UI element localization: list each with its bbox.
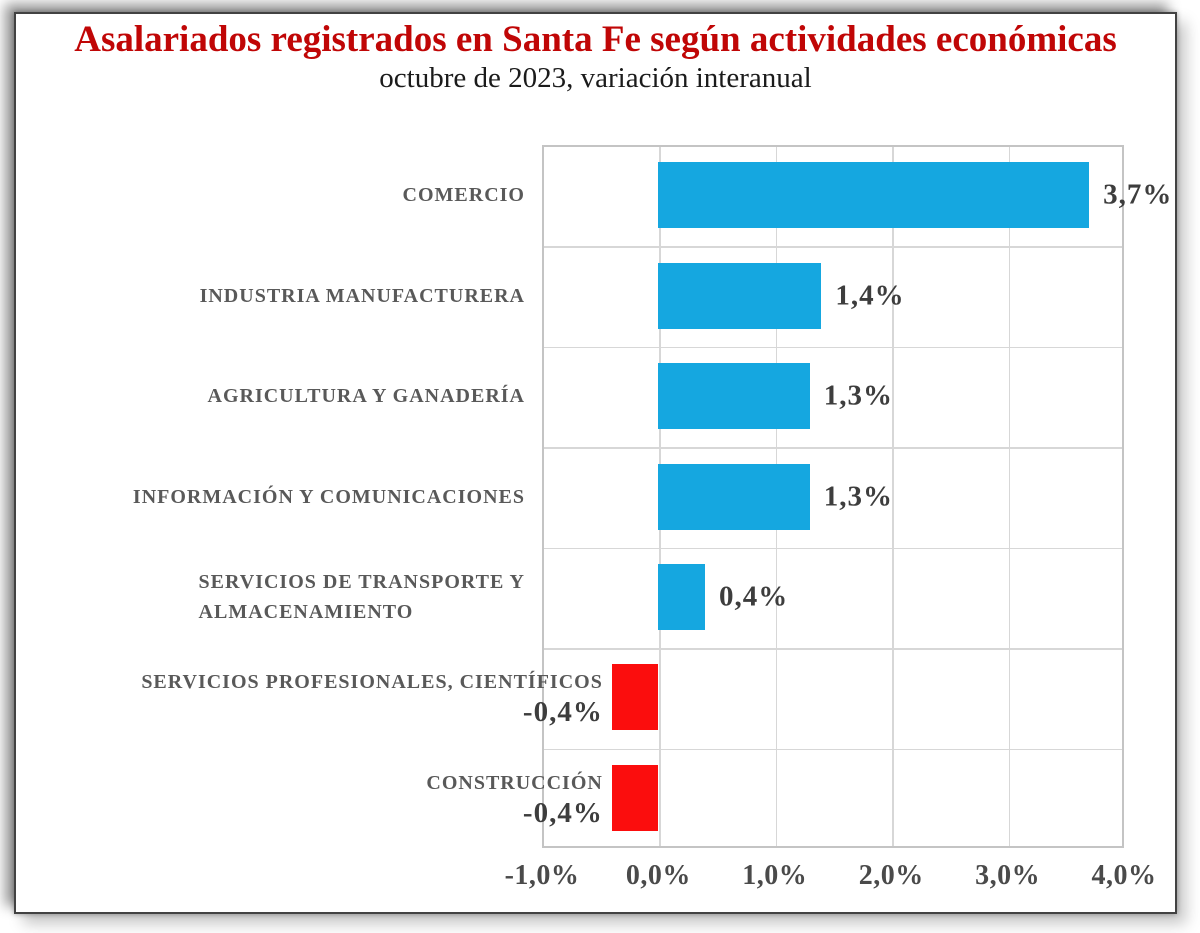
x-axis-tick-40: 4,0% [1091,860,1157,891]
value-label-informacion-y-comunicaciones: 1,3% [823,480,893,512]
category-label-line: COMERCIO [402,184,525,207]
bar-servicios-profesionales-cientificos [611,664,659,731]
category-label-text: INDUSTRIA MANUFACTURERA [200,281,525,311]
gridline-horizontal [544,748,1122,751]
bar-servicios-de-transporte-y-almacenamiento [658,563,705,630]
gridline-horizontal [544,246,1122,248]
category-label-line: INDUSTRIA MANUFACTURERA [199,284,525,307]
category-label-text: SERVICIOS DE TRANSPORTE Y ALMACENAMIENTO [199,567,525,627]
category-label-comercio: COMERCIO [403,180,525,210]
category-label-construccion: CONSTRUCCIÓN -0,4% [426,768,602,828]
value-label-industria-manufacturera: 1,4% [835,279,905,312]
bar-construccion [611,764,659,831]
gridline-vertical [892,147,894,846]
gridline-horizontal [544,346,1122,349]
value-label-servicios-de-transporte-y-almacenamiento: 0,4% [718,580,789,613]
x-axis-tick-20: 2,0% [858,860,924,891]
gridline-horizontal [544,447,1122,449]
bar-informacion-y-comunicaciones [658,463,810,530]
category-label-servicios-de-transporte-y-almacenamiento: SERVICIOS DE TRANSPORTE Y ALMACENAMIENTO [199,567,525,627]
category-label-text: SERVICIOS PROFESIONALES, CIENTÍFICOS [141,667,603,697]
value-label-servicios-profesionales-cientificos: -0,4% [522,696,603,729]
category-label-text: INFORMACIÓN Y COMUNICACIONES [133,482,525,512]
category-label-line: ALMACENAMIENTO [198,600,414,623]
category-label-line: CONSTRUCCIÓN [426,771,603,794]
value-label-agricultura-y-ganaderia: 1,3% [823,379,893,412]
category-label-text: CONSTRUCCIÓN [426,768,602,798]
category-label-industria-manufacturera: INDUSTRIA MANUFACTURERA [200,281,525,311]
bar-industria-manufacturera [658,262,822,329]
category-label-text: AGRICULTURA Y GANADERÍA [208,381,525,411]
category-label-line: AGRICULTURA Y GANADERÍA [207,385,525,408]
category-label-agricultura-y-ganaderia: AGRICULTURA Y GANADERÍA [208,381,525,411]
gridline-horizontal [544,648,1122,650]
x-axis-tick-10-neg: -1,0% [504,860,580,891]
plot-area [542,145,1124,848]
value-label-construccion: -0,4% [522,796,603,829]
x-axis-tick-30: 3,0% [975,860,1041,891]
category-label-line: SERVICIOS PROFESIONALES, CIENTÍFICOS [141,671,603,694]
category-label-line: INFORMACIÓN Y COMUNICACIONES [132,485,525,508]
chart-card: Asalariados registrados en Santa Fe segú… [14,12,1177,914]
gridline-vertical [1008,147,1011,846]
category-label-text: COMERCIO [403,180,525,210]
category-label-line: SERVICIOS DE TRANSPORTE Y [198,570,525,593]
chart-title: Asalariados registrados en Santa Fe segú… [74,19,1117,60]
chart-subtitle: octubre de 2023, variación interanual [379,62,812,94]
category-label-informacion-y-comunicaciones: INFORMACIÓN Y COMUNICACIONES [133,482,525,512]
category-label-servicios-profesionales-cientificos: SERVICIOS PROFESIONALES, CIENTÍFICOS -0,4… [141,667,603,727]
bar-comercio [658,162,1090,229]
gridline-horizontal [544,547,1122,550]
value-label-comercio: 3,7% [1103,178,1173,211]
x-axis-tick-00: 0,0% [625,860,691,891]
bar-agricultura-y-ganaderia [658,363,810,430]
x-axis-tick-10: 1,0% [742,860,808,891]
